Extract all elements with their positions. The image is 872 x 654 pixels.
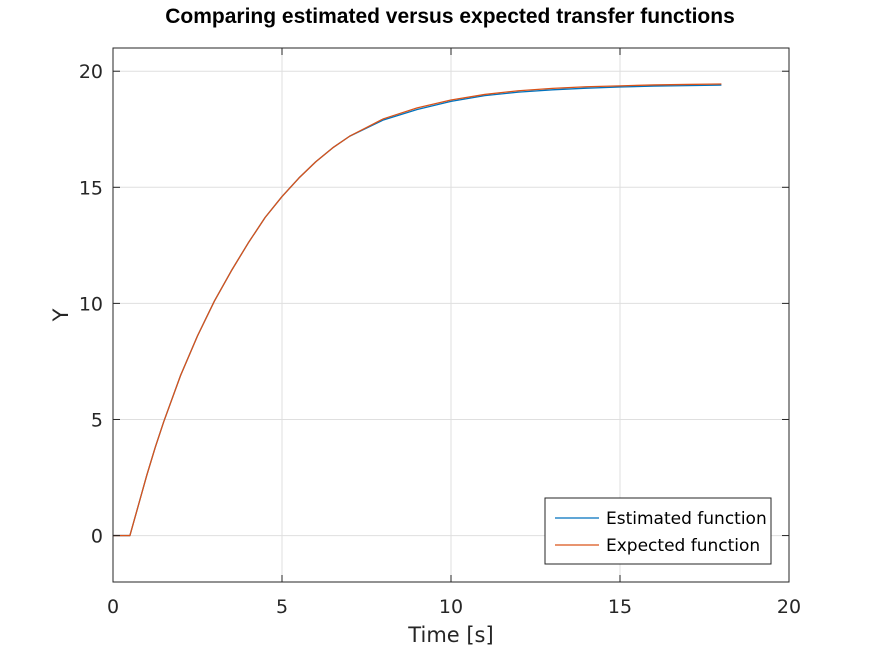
x-tick-label: 10: [439, 596, 463, 618]
legend-box: [544, 497, 772, 565]
x-tick-label: 20: [777, 596, 801, 618]
x-tick-labels: 0 5 10 15 20: [107, 596, 801, 618]
y-tick-label: 20: [79, 61, 103, 83]
legend-label-expected: Expected function: [606, 536, 760, 556]
grid: [112, 48, 790, 582]
legend-label-estimated: Estimated function: [606, 509, 767, 529]
x-tick-label: 5: [276, 596, 288, 618]
y-tick-labels: 0 5 10 15 20: [79, 61, 103, 547]
y-tick-label: 0: [91, 526, 103, 548]
series-layer: [113, 83, 722, 537]
legend: Estimated function Expected function: [544, 497, 772, 565]
y-tick-label: 5: [91, 409, 103, 431]
series-line-expected: [113, 83, 722, 537]
tick-marks: [112, 48, 790, 582]
y-tick-label: 15: [79, 177, 103, 199]
x-tick-label: 15: [608, 596, 632, 618]
x-tick-label: 0: [107, 596, 119, 618]
x-axis-label: Time [s]: [407, 623, 493, 647]
y-axis-label: Y: [49, 308, 73, 322]
y-tick-label: 10: [79, 293, 103, 315]
plot-area: [112, 47, 790, 583]
chart-title: Comparing estimated versus expected tran…: [165, 5, 735, 28]
